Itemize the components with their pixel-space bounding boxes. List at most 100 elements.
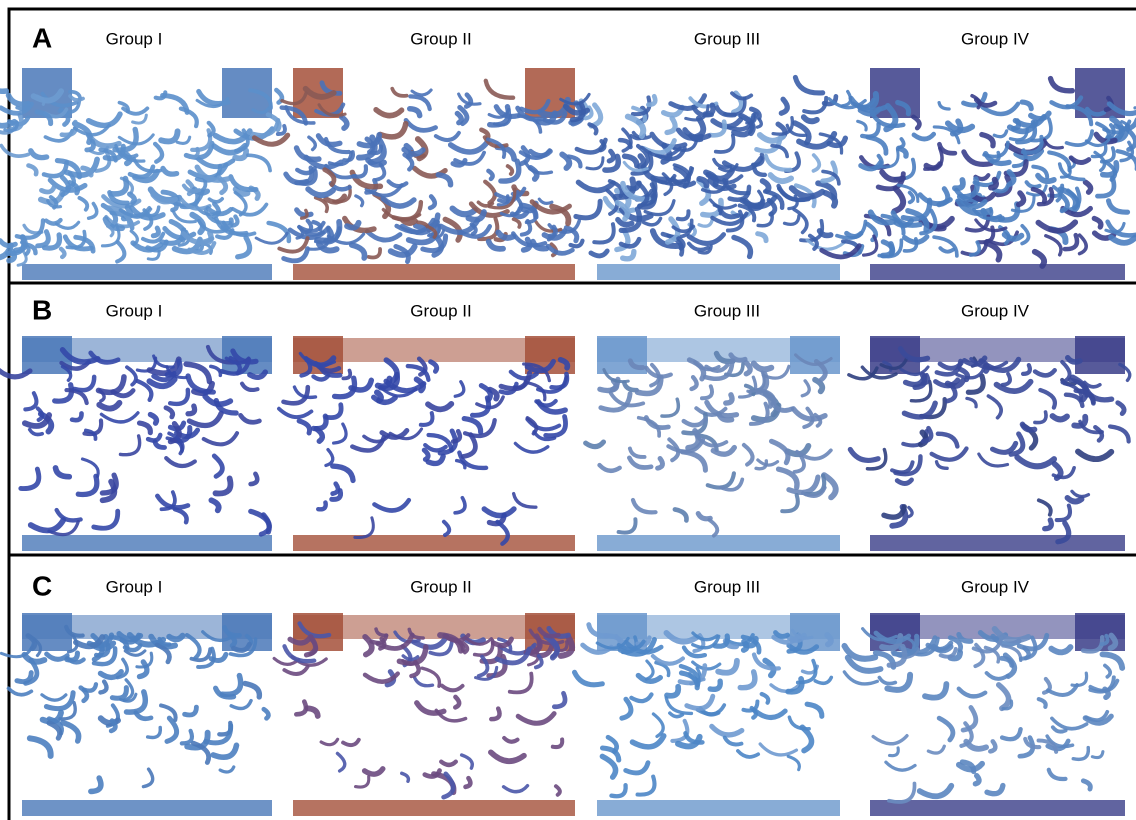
trabecula (113, 390, 133, 395)
trabecula (940, 248, 953, 252)
trabecula (412, 90, 431, 95)
trabecula (55, 385, 72, 401)
trabecula (148, 435, 160, 441)
trabecula (161, 131, 177, 141)
trabecula (428, 404, 451, 410)
trabecula (609, 151, 613, 161)
cortical-bone (870, 535, 1125, 551)
trabecula (123, 108, 147, 113)
trabecula (452, 208, 474, 214)
trabecula (757, 119, 761, 127)
trabecula (538, 377, 566, 392)
trabecula (143, 769, 152, 786)
trabecula (133, 115, 147, 123)
trabecula (389, 181, 407, 186)
trabecula (170, 390, 188, 404)
trabecula (788, 756, 799, 769)
group-label: Group II (410, 29, 471, 48)
trabecula (890, 748, 899, 756)
trabecula (1094, 218, 1101, 227)
trabecula (28, 165, 36, 174)
trabecula (0, 79, 6, 91)
trabecula (47, 654, 68, 659)
trabecula (1035, 252, 1044, 266)
cortical-bone (293, 535, 575, 551)
trabecula (430, 196, 435, 207)
trabecula (56, 468, 70, 477)
trabecula (646, 661, 653, 679)
trabecula (251, 474, 258, 484)
trabecula (959, 689, 985, 697)
trabecula (815, 677, 831, 683)
cortical-bone (597, 800, 840, 816)
trabecula (457, 461, 465, 468)
trabecula (785, 216, 799, 225)
trabecula (318, 502, 325, 509)
trabecula (431, 362, 437, 372)
trabecula (1017, 457, 1054, 466)
trabecula (971, 242, 980, 255)
trabecula (1097, 178, 1114, 196)
trabecula (192, 130, 210, 150)
trabecula (873, 736, 907, 744)
trabecula (9, 688, 32, 694)
trabecula (213, 745, 236, 757)
trabecula (269, 223, 289, 241)
group-label: Group III (694, 29, 760, 48)
trabecula (318, 136, 340, 145)
trabecula (192, 215, 203, 232)
histology-image (586, 336, 840, 551)
cortical-bone (870, 800, 1125, 816)
trabecula (623, 251, 634, 258)
cortical-bone (22, 264, 272, 280)
trabecula (782, 495, 798, 511)
trabecula (424, 450, 428, 459)
trabecula (1035, 412, 1046, 423)
trabecula (356, 777, 369, 787)
trabecula (139, 662, 146, 677)
trabecula (622, 699, 631, 718)
trabecula (1039, 699, 1046, 707)
trabecula (1045, 140, 1063, 148)
trabecula (925, 684, 946, 698)
trabecula (725, 738, 742, 745)
trabecula (633, 500, 655, 512)
trabecula (163, 168, 177, 174)
trabecula (1111, 237, 1136, 243)
trabecula (264, 709, 269, 718)
trabecula (215, 478, 230, 493)
trabecula (308, 189, 333, 195)
trabecula (1023, 365, 1030, 374)
trabecula (1073, 748, 1088, 760)
trabecula (1002, 658, 1012, 665)
trabecula (127, 367, 136, 385)
trabecula (94, 511, 118, 528)
trabecula (553, 739, 562, 747)
trabecula (369, 249, 380, 257)
trabecula (1092, 752, 1102, 758)
trabecula (17, 220, 43, 237)
trabecula (600, 465, 620, 471)
trabecula (531, 151, 551, 155)
trabecula (222, 676, 240, 695)
trabecula (203, 233, 211, 243)
trabecula (844, 672, 877, 684)
trabecula (172, 202, 176, 210)
trabecula (417, 703, 444, 713)
trabecula (1022, 424, 1034, 429)
trabecula (326, 405, 341, 418)
trabecula (771, 441, 788, 462)
trabecula (1062, 196, 1067, 211)
trabecula (457, 113, 461, 122)
histology-image (575, 613, 840, 816)
trabecula (380, 124, 405, 137)
trabecula (1038, 222, 1075, 230)
trabecula (1105, 665, 1110, 676)
cortical-bone (597, 535, 840, 551)
trabecula (975, 776, 979, 784)
trabecula (586, 442, 604, 447)
trabecula (279, 409, 311, 417)
trabecula (148, 728, 161, 738)
trabecula (508, 166, 513, 174)
trabecula (166, 458, 195, 466)
